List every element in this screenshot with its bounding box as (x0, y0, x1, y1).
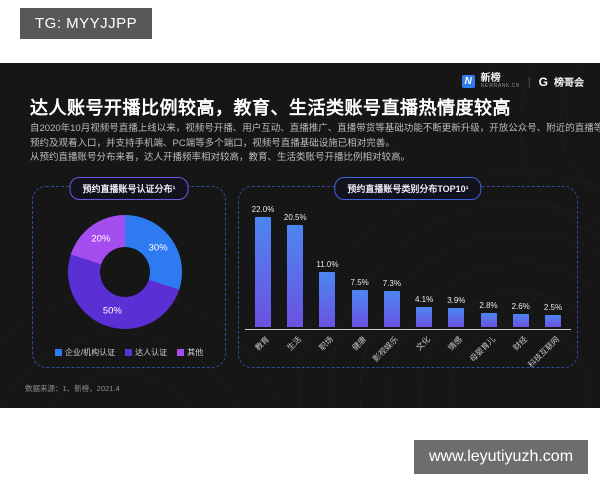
bar-category: 影视娱乐 (371, 330, 408, 368)
bar-value-label: 2.6% (511, 302, 530, 311)
bar-category: 情感 (440, 330, 472, 368)
bar (544, 314, 561, 327)
bar-chart-axis (245, 329, 571, 330)
donut-panel: 预约直播账号认证分布¹ 30% 50% 20% 企业/机构认证 达人认证 其他 (32, 177, 226, 368)
bar (255, 217, 271, 327)
donut-panel-title: 预约直播账号认证分布¹ (69, 177, 189, 200)
report-slide: N 新榜 NEWRANK.CN | G 榜哥会 达人账号开播比例较高，教育、生活… (0, 63, 600, 408)
bar-value-label: 2.5% (543, 302, 563, 312)
legend-item: 其他 (177, 347, 203, 358)
legend-label: 达人认证 (135, 348, 168, 357)
bar-category-label: 财经 (511, 334, 529, 353)
partner-name: 榜哥会 (554, 78, 584, 89)
legend-label: 其他 (187, 348, 204, 357)
bar-category: 母婴育儿 (468, 330, 505, 368)
bar-category-label: 文化 (414, 334, 433, 353)
bar-value-label: 7.3% (382, 278, 401, 288)
bar-value-label: 4.1% (414, 294, 434, 304)
bar-category-label: 职场 (317, 334, 336, 353)
bar-slot: 22.0% (247, 205, 279, 327)
bar (416, 306, 433, 327)
bar (512, 314, 529, 327)
bar-chart-panel: 预约直播账号类别分布TOP10¹ 22.0% 20.5% 11.0% 7.5% 7.3%… (238, 177, 578, 370)
bar-category: 文化 (408, 330, 440, 368)
donut-hole (100, 247, 150, 297)
donut-legend: 企业/机构认证 达人认证 其他 (33, 347, 225, 358)
bar-category: 科技互联网 (526, 330, 569, 370)
data-source-note: 数据来源：1、新榜，2021.4 (25, 384, 120, 393)
website-watermark-badge: www.leyutiyuzh.com (414, 440, 588, 474)
bar-slot: 3.9% (440, 295, 472, 327)
legend-item: 达人认证 (125, 347, 167, 358)
bar-slot: 2.8% (473, 301, 505, 327)
newrank-name: 新榜 (480, 73, 501, 84)
bar (287, 224, 304, 327)
intro-paragraph: 自2020年10月视频号直播上线以来，视频号开播、用户互动、直播推广、直播带货等… (30, 122, 600, 166)
bar-panel-title: 预约直播账号类别分布TOP10¹ (334, 177, 482, 200)
intro-line-1: 自2020年10月视频号直播上线以来，视频号开播、用户互动、直播推广、直播带货等… (30, 123, 600, 134)
legend-label: 企业/机构认证 (64, 348, 116, 357)
bar-slot: 7.3% (376, 278, 408, 327)
donut-slice-label: 30% (148, 242, 168, 254)
bar-slot: 7.5% (344, 277, 376, 327)
telegram-watermark-badge: TG: MYYJJPP (20, 8, 153, 39)
bar (383, 290, 400, 327)
newrank-logo-text: 新榜 NEWRANK.CN (481, 74, 520, 89)
bar-value-label: 3.9% (447, 295, 466, 305)
bar (448, 307, 465, 327)
partner-logo-icon: G (538, 74, 548, 89)
bar-value-label: 7.5% (350, 277, 369, 287)
bar-category: 教育 (247, 330, 279, 368)
bar (351, 289, 368, 327)
intro-line-3: 从预约直播账号分布来看，达人开播频率相对较高，教育、生活类账号开播比例相对较高。 (30, 152, 411, 163)
bar (319, 272, 336, 327)
bar-slot: 11.0% (311, 260, 343, 327)
intro-line-2: 预约及观看入口，并支持手机端、PC端等多个端口，视频号直播基础设施已相对完善。 (30, 137, 395, 149)
bar-slot: 20.5% (279, 212, 311, 327)
bar-category-label: 生活 (285, 334, 304, 353)
bar (480, 313, 497, 327)
legend-swatch (125, 349, 133, 356)
bar-chart-categories: 教育 生活 职场 健康 影视娱乐 文化 情感 母婴育儿 财经 科技互联网 (247, 330, 569, 370)
bar-value-label: 22.0% (251, 205, 275, 214)
bar-category: 职场 (311, 330, 343, 368)
slide-title: 达人账号开播比例较高，教育、生活类账号直播热情度较高 (30, 98, 511, 118)
brand-divider: | (527, 75, 531, 88)
bar-slot: 2.6% (505, 302, 537, 327)
bar-category-label: 情感 (446, 334, 465, 353)
bar-value-label: 2.8% (479, 301, 498, 310)
brand-logos: N 新榜 NEWRANK.CN | G 榜哥会 (461, 74, 584, 89)
newrank-subtitle: NEWRANK.CN (480, 83, 520, 89)
bar-category: 生活 (279, 330, 311, 368)
bar-category: 健康 (344, 330, 376, 368)
bar-category-label: 教育 (253, 334, 272, 353)
legend-item: 企业/机构认证 (54, 347, 116, 358)
bar-chart-bars: 22.0% 20.5% 11.0% 7.5% 7.3% 4.1% 3.9% 2.8% 2.6% 2… (247, 195, 569, 327)
bar-value-label: 20.5% (283, 212, 307, 222)
legend-swatch (177, 349, 185, 356)
legend-swatch (54, 349, 62, 356)
bar-slot: 2.5% (537, 302, 569, 327)
donut-slice-label: 50% (102, 305, 122, 317)
bar-category-label: 健康 (350, 334, 368, 353)
newrank-logo-icon: N (461, 75, 475, 88)
bar-slot: 4.1% (408, 294, 440, 327)
donut-chart: 30% 50% 20% (68, 215, 182, 329)
donut-slice-label: 20% (91, 233, 111, 245)
bar-value-label: 11.0% (316, 260, 339, 269)
